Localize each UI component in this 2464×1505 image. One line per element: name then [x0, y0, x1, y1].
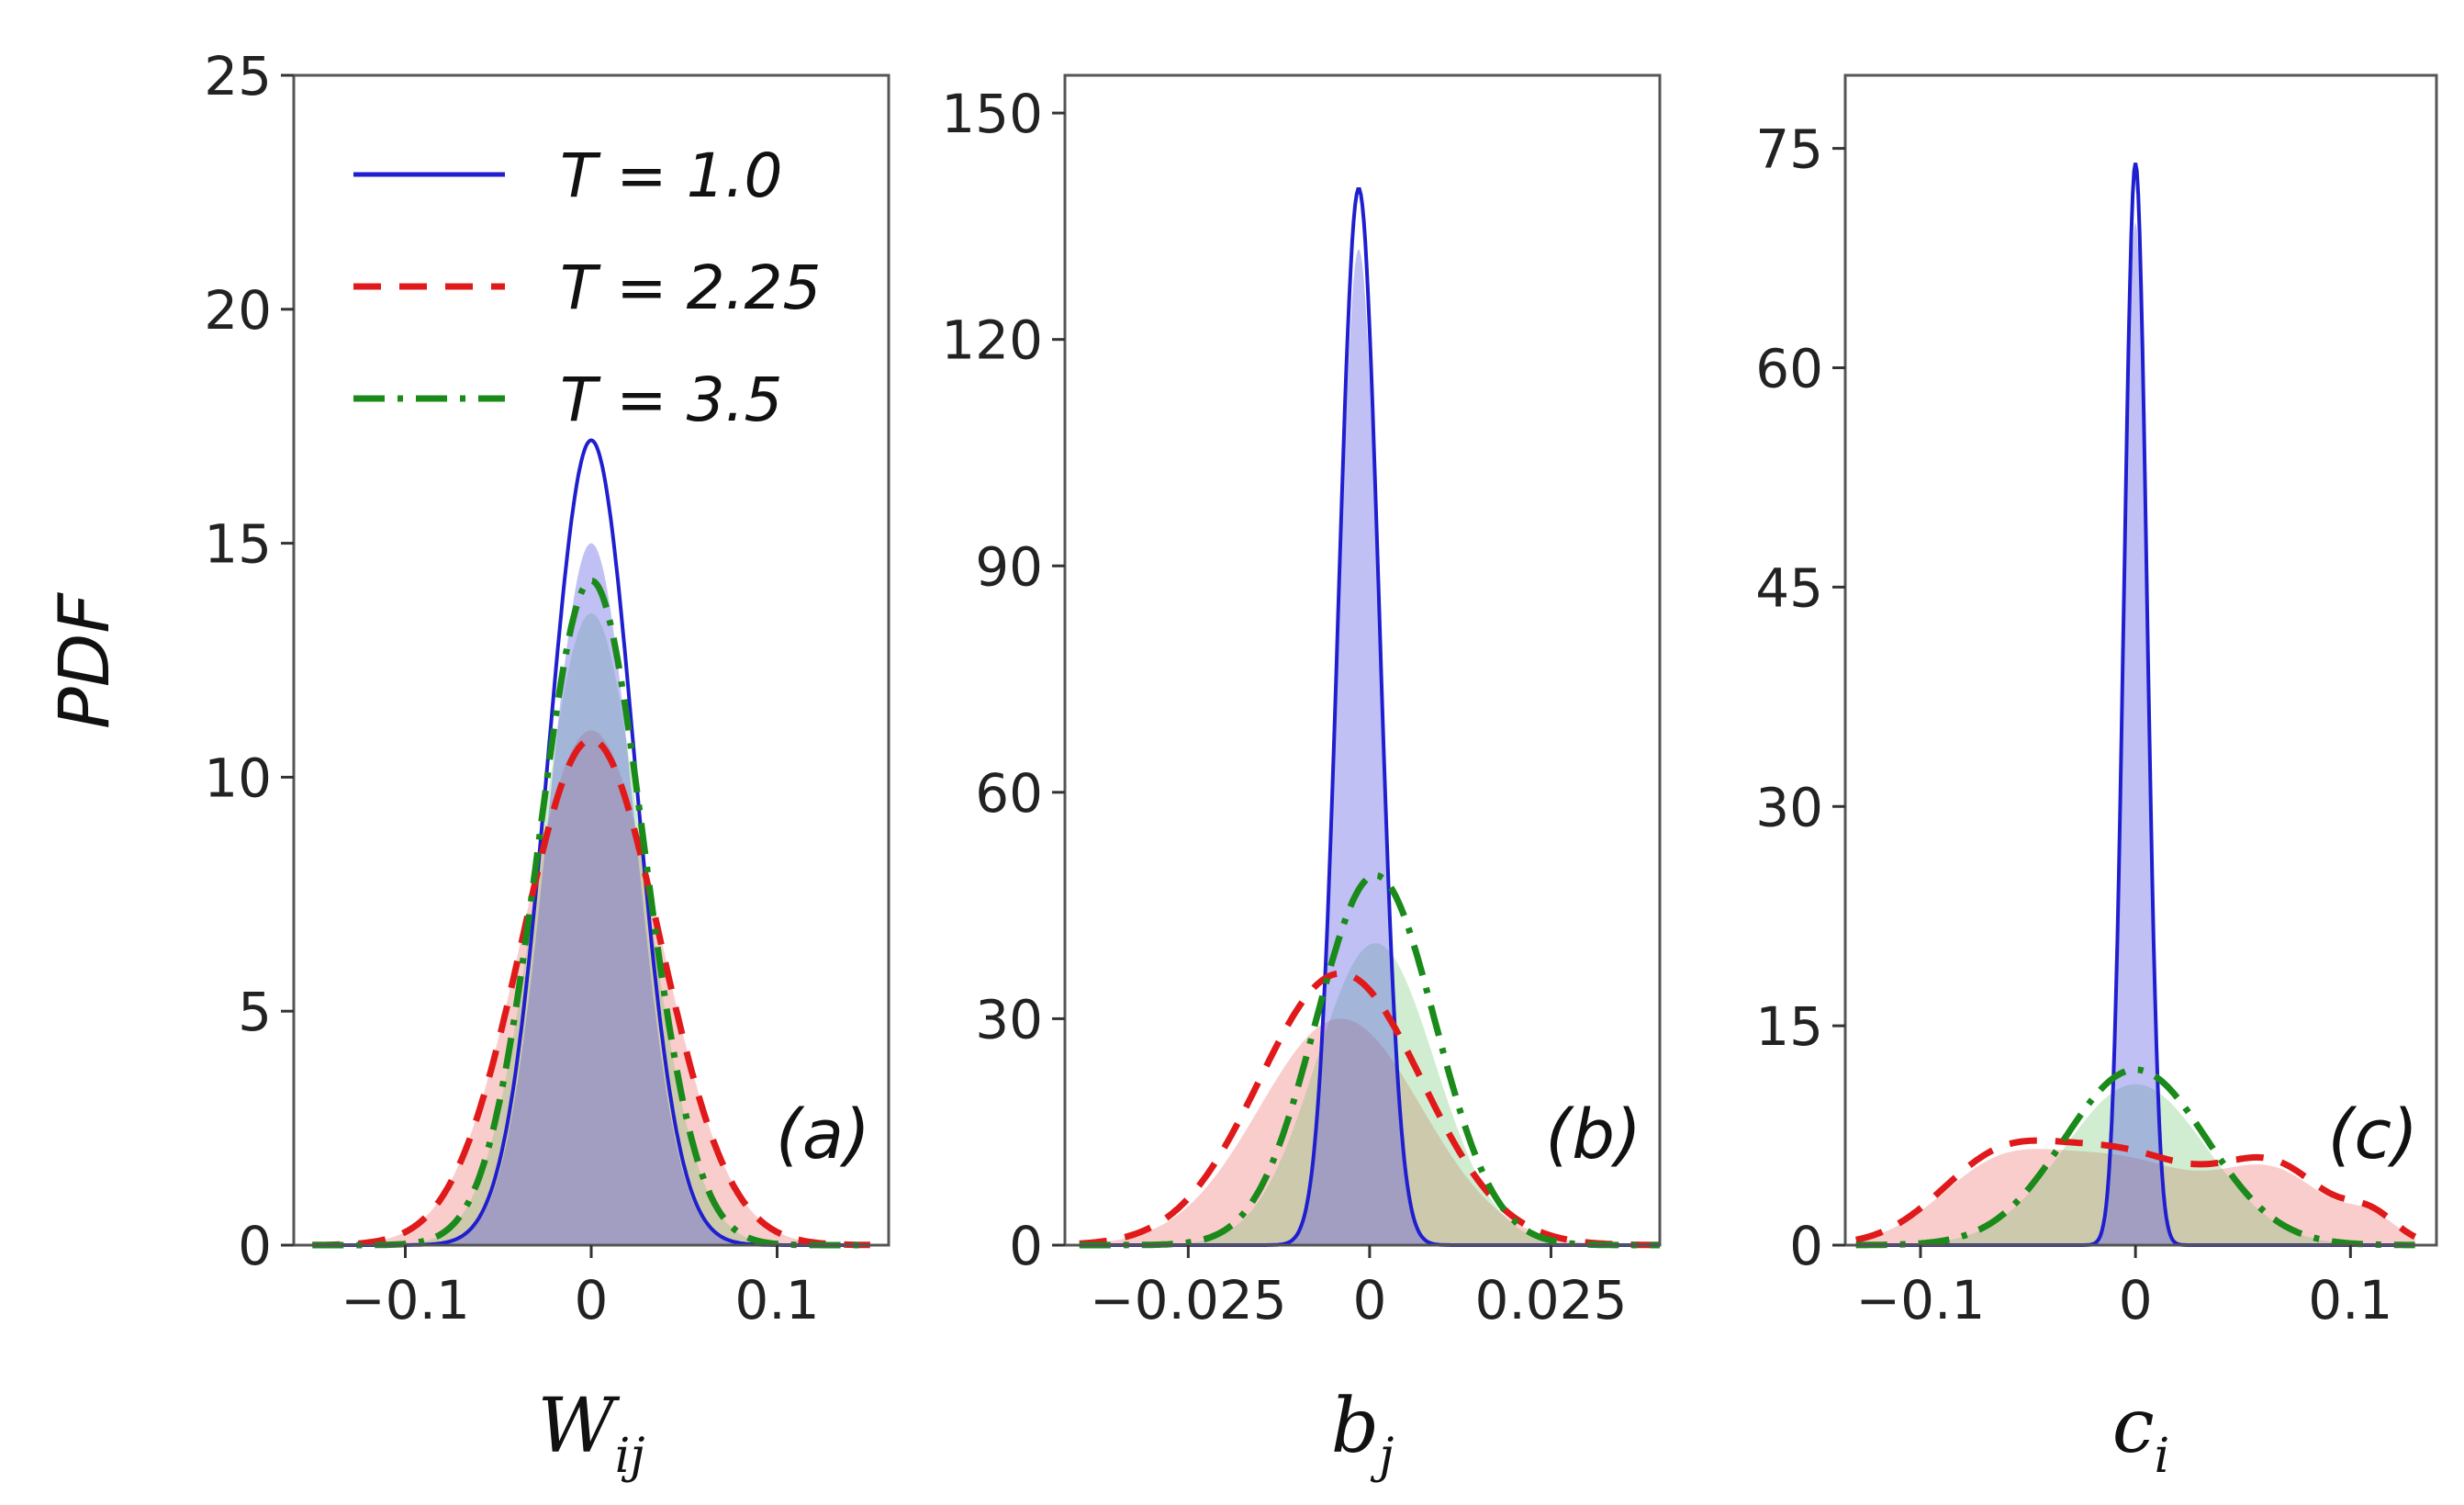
y-tick-label: 60 — [1755, 338, 1823, 400]
legend-label: T = 2.25 — [560, 253, 822, 323]
y-tick-label: 0 — [1789, 1215, 1823, 1277]
x-tick-label: 0 — [1352, 1269, 1386, 1331]
x-tick-label: 0.1 — [734, 1269, 819, 1331]
fill-area-t35 — [1079, 943, 1660, 1245]
fill-area-t225 — [312, 730, 870, 1245]
series-line-t35 — [1855, 1066, 2415, 1249]
fill-area-t35 — [312, 613, 870, 1245]
x-tick-label: 0.025 — [1474, 1269, 1627, 1331]
y-tick-label: 10 — [204, 747, 272, 809]
legend: T = 1.0 T = 2.25 T = 3.5 — [353, 140, 822, 435]
fill-area-t35 — [1855, 1084, 2415, 1245]
panel-b: 0 30 60 90 120 150 −0.025 0 0.025 bj (b) — [941, 73, 1662, 1484]
x-axis-label: Wij — [537, 1383, 644, 1484]
legend-label: T = 1.0 — [560, 140, 783, 211]
y-tick-label: 60 — [975, 762, 1043, 825]
y-tick-label: 90 — [975, 535, 1043, 598]
series-line-t225 — [1079, 970, 1660, 1249]
panel-label: (b) — [1545, 1095, 1641, 1174]
axes-frame — [1843, 73, 2438, 1247]
y-tick-label: 0 — [1009, 1215, 1043, 1277]
y-tick-label: 25 — [204, 45, 272, 107]
y-tick-label: 5 — [238, 981, 272, 1043]
x-tick-label: 0 — [2119, 1269, 2153, 1331]
y-tick-label: 20 — [204, 279, 272, 342]
x-axis-label: ci — [2112, 1383, 2170, 1484]
x-tick-label: 0 — [575, 1269, 609, 1331]
fill-area-t1 — [312, 543, 870, 1245]
axes-frame — [1063, 73, 1662, 1247]
series-line-t225 — [1855, 1137, 2417, 1243]
y-tick-label: 15 — [1755, 995, 1823, 1058]
y-tick-label: 150 — [941, 83, 1043, 145]
y-tick-label: 15 — [204, 513, 272, 576]
fill-area-t225 — [1079, 1018, 1660, 1245]
x-tick-label: 0.1 — [2308, 1269, 2392, 1331]
y-tick-label: 45 — [1755, 556, 1823, 619]
fill-area-t1 — [1855, 221, 2415, 1245]
y-axis-label: PDF — [43, 592, 125, 729]
x-axis-label: bj — [1331, 1383, 1394, 1484]
panel-label: (c) — [2328, 1095, 2418, 1174]
panel-label: (a) — [776, 1095, 870, 1174]
y-tick-label: 0 — [238, 1215, 272, 1277]
panel-a: 0 5 10 15 20 25 −0.1 0 0.1 Wij (a) — [204, 45, 890, 1484]
x-tick-label: −0.1 — [341, 1269, 470, 1331]
fill-area-t1 — [1079, 249, 1660, 1246]
x-tick-label: −0.1 — [1856, 1269, 1986, 1331]
y-tick-label: 120 — [941, 309, 1043, 372]
y-tick-label: 75 — [1755, 118, 1823, 181]
legend-label: T = 3.5 — [560, 365, 783, 435]
panel-c: 0 15 30 45 60 75 −0.1 0 0.1 ci (c) — [1755, 73, 2438, 1484]
x-tick-label: −0.025 — [1090, 1269, 1287, 1331]
y-tick-label: 30 — [1755, 776, 1823, 838]
y-tick-label: 30 — [975, 988, 1043, 1050]
series-line-t225 — [312, 736, 871, 1249]
